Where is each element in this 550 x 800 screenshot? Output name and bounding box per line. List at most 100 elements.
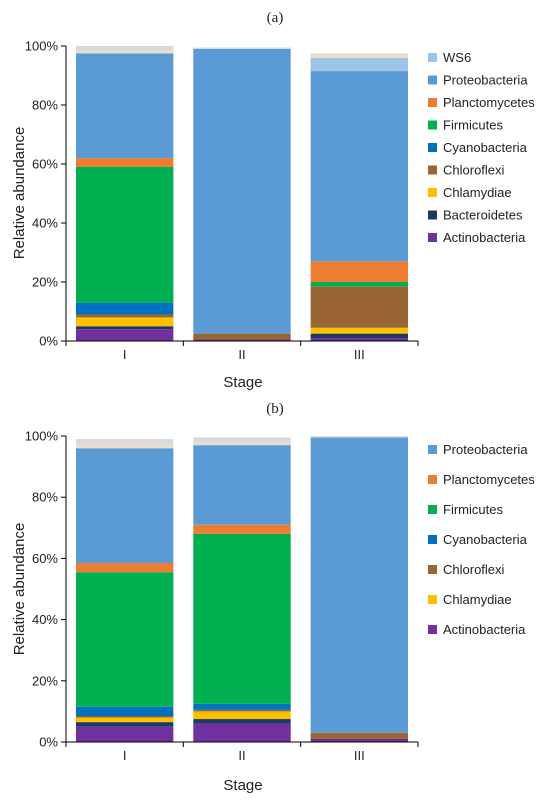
legend-item-cyanobacteria: Cyanobacteria xyxy=(428,532,528,547)
bar-segment-chloroflexi xyxy=(75,715,174,718)
bar-segment-planctomycetes xyxy=(193,524,291,534)
bar-segment-other xyxy=(310,436,409,438)
legend-swatch xyxy=(428,165,437,175)
legend-item-chloroflexi: Chloroflexi xyxy=(428,163,505,178)
legend-swatch xyxy=(428,75,437,85)
bar-segment-chloroflexi xyxy=(75,314,174,318)
legend-label: Firmicutes xyxy=(443,118,503,133)
legend-item-chlamydiae: Chlamydiae xyxy=(428,592,512,607)
y-tick-label: 0% xyxy=(39,334,58,349)
legend-label: Chlamydiae xyxy=(443,592,512,607)
y-tick-label: 60% xyxy=(32,551,58,566)
y-tick-label: 80% xyxy=(32,98,58,113)
bar-segment-proteobacteria xyxy=(193,48,291,334)
x-axis-title-b: Stage xyxy=(223,777,262,794)
y-tick-label: 40% xyxy=(32,216,58,231)
bar-segment-actinobacteria xyxy=(193,339,291,341)
y-tick-label: 0% xyxy=(39,735,58,750)
bar-segment-proteobacteria xyxy=(310,71,409,262)
legend-a: WS6 Proteobacteria Planctomycetes Firmicute… xyxy=(428,50,535,245)
legend-label: Firmicutes xyxy=(443,502,503,517)
legend-swatch xyxy=(428,625,437,634)
y-axis-title-b: Relative abundance xyxy=(11,523,28,656)
legend-item-actinobacteria: Actinobacteria xyxy=(428,230,526,245)
legend-swatch xyxy=(428,120,437,130)
y-tick-label: 100% xyxy=(25,39,59,54)
bar-segment-cyanobacteria xyxy=(75,302,174,315)
legend-label: Planctomycetes xyxy=(443,95,535,110)
x-tick-label: I xyxy=(123,347,127,362)
panel-label-a: (a) xyxy=(267,10,284,26)
legend-item-actinobacteria: Actinobacteria xyxy=(428,622,526,637)
bar-segment-actinobacteria xyxy=(193,723,291,742)
bar-segment-bacteroidetes xyxy=(75,326,174,330)
legend-b: Proteobacteria Planctomycetes Firmicutes Cy… xyxy=(428,442,535,637)
legend-swatch xyxy=(428,595,437,604)
legend-swatch xyxy=(428,98,437,107)
bar-segment-minor xyxy=(193,442,291,446)
legend-item-proteobacteria: Proteobacteria xyxy=(428,73,528,88)
bar-segment-proteobacteria xyxy=(75,53,174,159)
legend-item-firmicutes: Firmicutes xyxy=(428,502,503,517)
legend-swatch xyxy=(428,188,437,197)
bar-segment-planctomycetes xyxy=(310,261,409,282)
legend-item-proteobacteria: Proteobacteria xyxy=(428,442,528,457)
chart-panel-b: (b) Relative abundance Stage I II III0%20%… xyxy=(11,401,535,794)
bar-segment-minor xyxy=(310,53,409,58)
bar-segment-minor xyxy=(75,445,174,449)
bar-segment-cyanobacteria xyxy=(75,706,174,716)
legend-item-bacteroidetes: Bacteroidetes xyxy=(428,208,523,223)
y-tick-label: 60% xyxy=(32,157,58,172)
legend-label: Proteobacteria xyxy=(443,73,528,88)
legend-item-ws6: WS6 xyxy=(428,50,471,65)
legend-label: Actinobacteria xyxy=(443,622,526,637)
legend-label: WS6 xyxy=(443,50,471,65)
legend-item-cyanobacteria: Cyanobacteria xyxy=(428,140,528,155)
bar-segment-chlamydiae xyxy=(310,327,409,334)
x-tick-label: III xyxy=(354,347,365,362)
bar-segment-ws6 xyxy=(310,57,409,72)
bar-segment-actinobacteria xyxy=(75,726,174,742)
legend-label: Planctomycetes xyxy=(443,472,535,487)
bar-segment-planctomycetes xyxy=(75,562,174,573)
legend-item-chloroflexi: Chloroflexi xyxy=(428,562,505,577)
x-tick-label: I xyxy=(123,748,127,763)
bar-segment-other xyxy=(75,439,174,446)
bar-segment-firmicutes xyxy=(75,166,174,303)
x-tick-label: II xyxy=(238,347,245,362)
bar-segment-bacteroidetes xyxy=(310,333,409,339)
bar-segment-other xyxy=(193,437,291,443)
legend-label: Bacteroidetes xyxy=(443,208,523,223)
bar-segment-proteobacteria xyxy=(75,448,174,563)
bar-segment-bacteroidetes xyxy=(75,722,174,727)
bar-segment-firmicutes xyxy=(193,533,291,704)
bar-segment-bacteroidetes xyxy=(193,719,291,724)
bar-segment-cyanobacteria xyxy=(193,703,291,710)
bar-segment-firmicutes xyxy=(75,572,174,707)
bar-segment-actinobacteria xyxy=(310,738,409,742)
y-tick-label: 20% xyxy=(32,673,58,688)
x-axis-title-a: Stage xyxy=(223,374,262,391)
legend-swatch xyxy=(428,445,437,454)
bar-segment-minor xyxy=(75,50,174,54)
bar-segment-proteobacteria xyxy=(310,437,409,733)
legend-label: Chloroflexi xyxy=(443,562,505,577)
legend-label: Chlamydiae xyxy=(443,185,512,200)
y-tick-label: 40% xyxy=(32,612,58,627)
y-tick-label: 100% xyxy=(25,429,59,444)
legend-label: Cyanobacteria xyxy=(443,532,528,547)
bar-segment-chlamydiae xyxy=(75,717,174,723)
bar-segment-other xyxy=(193,47,291,49)
bar-segment-other xyxy=(75,46,174,51)
bar-segment-chloroflexi xyxy=(193,333,291,340)
legend-label: Chloroflexi xyxy=(443,163,505,178)
legend-item-planctomycetes: Planctomycetes xyxy=(428,95,535,110)
bar-segment-planctomycetes xyxy=(75,158,174,167)
legend-label: Proteobacteria xyxy=(443,442,528,457)
bar-segment-firmicutes xyxy=(310,282,409,287)
legend-swatch xyxy=(428,505,437,514)
x-tick-label: II xyxy=(238,748,245,763)
legend-item-planctomycetes: Planctomycetes xyxy=(428,472,535,487)
